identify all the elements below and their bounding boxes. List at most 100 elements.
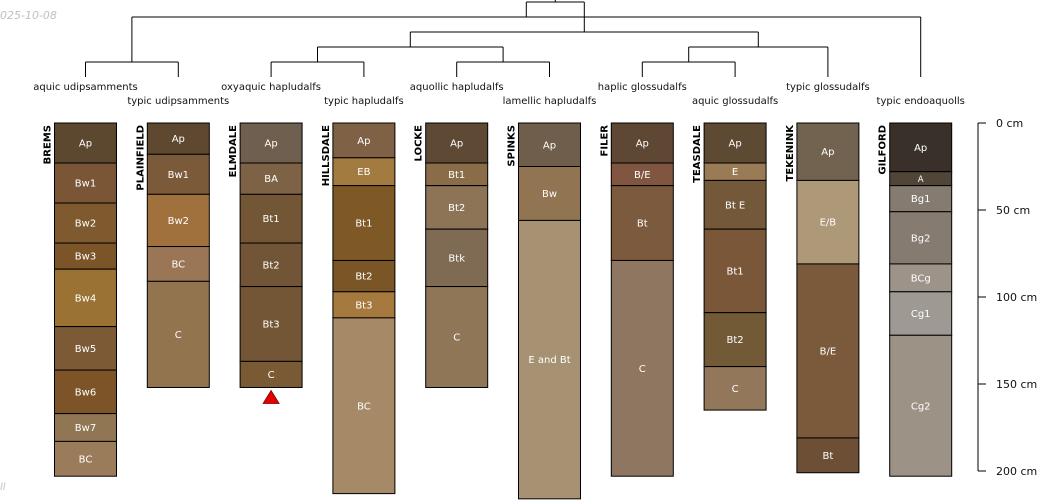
horizon-brems-0 (54, 122, 117, 164)
horizon-label-filer-3: C (639, 364, 646, 375)
horizon-label-hillsdale-0: Ap (357, 136, 370, 147)
horizon-tekenink-3 (796, 437, 860, 474)
horizon-label-tekenink-2: B/E (820, 346, 837, 357)
horizon-label-locke-2: Bt2 (448, 203, 465, 214)
horizon-label-hillsdale-1: EB (357, 167, 370, 178)
horizon-gilford-4 (889, 263, 953, 293)
horizon-label-elmdale-1: BA (264, 174, 278, 185)
classification-plainfield: typic udipsamments (127, 96, 229, 107)
horizon-label-locke-4: C (453, 333, 460, 344)
horizon-gilford-3 (889, 211, 953, 265)
horizon-label-plainfield-2: Bw2 (168, 216, 189, 227)
horizon-label-teasdale-2: Bt E (725, 200, 745, 211)
date-stamp: 025-10-08 (0, 9, 57, 22)
horizon-elmdale-1 (239, 162, 303, 195)
horizon-label-gilford-3: Bg2 (911, 233, 931, 244)
horizon-label-spinks-2: E and Bt (528, 355, 570, 366)
horizon-label-brems-0: Ap (79, 139, 92, 150)
horizon-locke-0 (425, 122, 489, 164)
horizon-hillsdale-5 (332, 317, 396, 495)
profile-id-locke: LOCKE (414, 125, 425, 162)
horizon-label-teasdale-3: Bt1 (727, 266, 744, 277)
horizon-spinks-0 (518, 122, 581, 167)
classification-locke: aquollic hapludalfs (410, 82, 504, 93)
horizon-label-hillsdale-5: BC (357, 401, 371, 412)
horizon-label-gilford-2: Bg1 (911, 194, 931, 205)
horizon-plainfield-2 (146, 193, 210, 248)
horizon-label-plainfield-1: Bw1 (168, 170, 189, 181)
profile-id-gilford: GILFORD (878, 125, 889, 175)
horizon-plainfield-4 (146, 280, 210, 388)
horizon-label-spinks-1: Bw (542, 189, 557, 200)
horizon-label-locke-0: Ap (450, 139, 463, 150)
horizon-hillsdale-3 (332, 259, 396, 293)
classification-hillsdale: typic hapludalfs (324, 96, 404, 107)
horizon-label-brems-4: Bw4 (75, 293, 96, 304)
horizon-label-elmdale-4: Bt3 (263, 319, 280, 330)
horizon-brems-2 (54, 202, 117, 244)
horizon-brems-5 (54, 326, 117, 371)
horizon-label-teasdale-0: Ap (728, 139, 741, 150)
water-table-marker (262, 389, 280, 404)
profile-id-tekenink: TEKENINK (785, 124, 796, 182)
horizon-filer-3 (610, 259, 674, 477)
horizon-label-brems-5: Bw5 (75, 344, 96, 355)
horizon-hillsdale-2 (332, 185, 396, 261)
horizon-teasdale-5 (703, 366, 767, 411)
horizon-label-gilford-6: Cg2 (911, 401, 931, 412)
horizon-label-spinks-0: Ap (543, 140, 556, 151)
profile-id-filer: FILER (599, 125, 610, 157)
horizon-elmdale-4 (239, 286, 303, 362)
horizon-label-teasdale-5: C (732, 384, 739, 395)
classification-brems: aquic udipsamments (33, 82, 138, 93)
horizon-teasdale-0 (703, 122, 767, 164)
horizon-label-filer-1: B/E (634, 170, 651, 181)
depth-axis-label: 200 cm (996, 465, 1037, 478)
horizon-label-plainfield-3: BC (171, 259, 185, 270)
horizon-elmdale-3 (239, 242, 303, 288)
horizon-label-gilford-4: BCg (911, 273, 931, 284)
horizon-locke-3 (425, 228, 489, 288)
horizon-filer-2 (610, 185, 674, 261)
classification-filer: haplic glossudalfs (598, 82, 687, 93)
horizon-brems-3 (54, 242, 117, 270)
horizon-brems-7 (54, 413, 117, 442)
horizon-elmdale-5 (239, 360, 303, 388)
depth-axis-label: 50 cm (996, 204, 1030, 217)
horizon-label-hillsdale-3: Bt2 (355, 272, 372, 283)
footer-mark: ll (0, 482, 6, 493)
depth-axis-label: 100 cm (996, 291, 1037, 304)
horizon-label-brems-1: Bw1 (75, 179, 96, 190)
horizon-label-elmdale-3: Bt2 (263, 260, 280, 271)
classification-teasdale: aquic glossudalfs (692, 96, 778, 107)
horizon-brems-8 (54, 440, 117, 477)
horizon-label-filer-2: Bt (637, 219, 648, 230)
classification-elmdale: oxyaquic hapludalfs (221, 82, 321, 93)
horizon-label-gilford-5: Cg1 (911, 309, 931, 320)
classification-spinks: lamellic hapludalfs (503, 96, 597, 107)
horizon-label-plainfield-0: Ap (172, 134, 185, 145)
horizon-label-elmdale-5: C (268, 370, 275, 381)
depth-axis-label: 0 cm (996, 117, 1023, 130)
profile-id-elmdale: ELMDALE (228, 125, 239, 178)
horizon-label-filer-0: Ap (636, 139, 649, 150)
horizon-label-tekenink-3: Bt (823, 451, 834, 462)
horizon-spinks-1 (518, 166, 581, 221)
horizon-locke-4 (425, 286, 489, 388)
horizon-hillsdale-1 (332, 157, 396, 187)
profile-id-teasdale: TEASDALE (692, 125, 703, 183)
profile-id-plainfield: PLAINFIELD (135, 125, 146, 191)
horizon-label-gilford-1: A (918, 175, 924, 185)
horizon-gilford-0 (889, 122, 953, 173)
horizon-label-brems-7: Bw7 (75, 423, 96, 434)
horizon-label-elmdale-0: Ap (264, 139, 277, 150)
horizon-label-teasdale-1: E (732, 167, 738, 178)
horizon-elmdale-2 (239, 193, 303, 244)
depth-axis-label: 150 cm (996, 378, 1037, 391)
horizon-label-hillsdale-2: Bt1 (355, 219, 372, 230)
horizon-plainfield-0 (146, 122, 210, 155)
horizon-locke-2 (425, 185, 489, 230)
horizon-label-tekenink-1: E/B (820, 218, 837, 229)
